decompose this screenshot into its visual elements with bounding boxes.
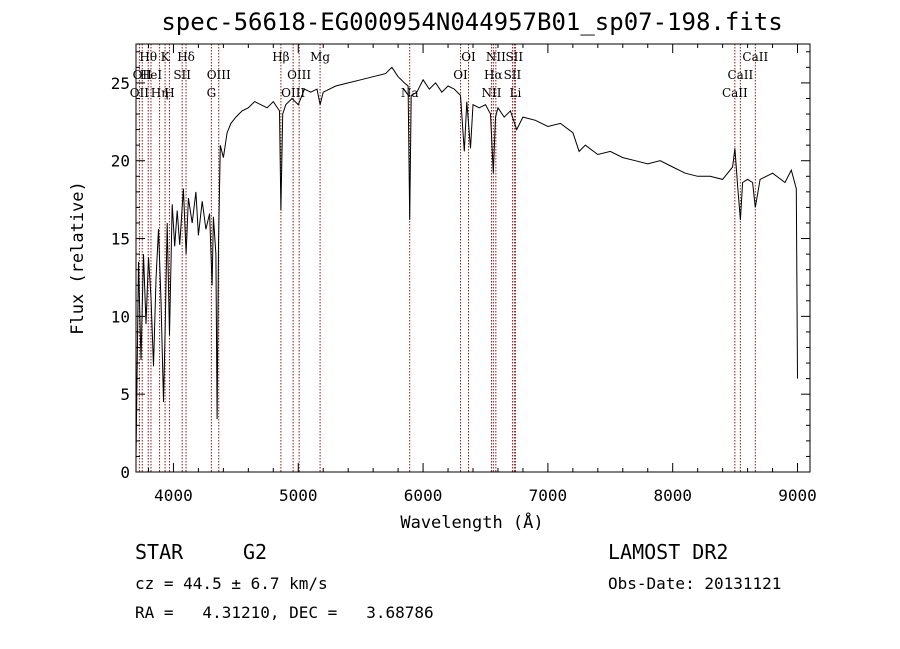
line-label: G	[207, 86, 217, 100]
redshift-text: cz = 44.5 ± 6.7 km/s	[135, 574, 328, 593]
line-label: OIII	[207, 68, 231, 82]
radec-text: RA = 4.31210, DEC = 3.68786	[135, 603, 434, 622]
line-label: OIII	[287, 68, 311, 82]
x-tick-label: 7000	[529, 486, 568, 505]
line-label-group: OII OII Hθ HeI Hη K H SII Hδ G OIII Hβ OIII OIII Mg Na O…	[130, 50, 769, 100]
line-label: Hβ	[272, 50, 289, 64]
line-label: SII	[173, 68, 191, 82]
line-label: NII	[486, 50, 506, 64]
y-axis: 0 5 10 15 20 25	[111, 51, 810, 482]
line-label: Hη	[151, 86, 169, 100]
survey-name: LAMOST DR2	[608, 540, 729, 564]
x-tick-label: 5000	[279, 486, 318, 505]
spectrum-line	[135, 66, 798, 460]
y-tick-label: 5	[120, 385, 130, 404]
line-marker-group	[138, 44, 756, 472]
line-label: Hθ	[139, 50, 157, 64]
line-label: NII	[481, 86, 501, 100]
line-label: OII	[130, 86, 150, 100]
x-tick-label: 8000	[653, 486, 692, 505]
line-label: Na	[401, 86, 419, 100]
line-label: SII	[505, 50, 523, 64]
x-axis: 4000 5000 6000 7000 8000 9000	[147, 44, 817, 505]
y-tick-label: 20	[111, 152, 130, 171]
object-subclass: G2	[243, 540, 268, 564]
y-tick-label: 25	[111, 74, 130, 93]
line-label: Hα	[484, 68, 503, 82]
chart-title: spec-56618-EG000954N044957B01_sp07-198.f…	[161, 8, 782, 36]
line-label: OII	[133, 68, 153, 82]
line-label: OI	[461, 50, 476, 64]
line-label: CaII	[727, 68, 753, 82]
y-axis-label: Flux (relative)	[68, 181, 88, 335]
obs-date-text: Obs-Date: 20131121	[608, 574, 782, 593]
x-tick-label: 9000	[778, 486, 817, 505]
line-label: OIII	[281, 86, 305, 100]
line-label: H	[164, 86, 174, 100]
line-label: K	[161, 50, 171, 64]
line-label: HeI	[140, 68, 163, 82]
x-tick-label: 4000	[154, 486, 193, 505]
line-label: CaII	[742, 50, 768, 64]
object-class: STAR	[135, 540, 184, 564]
y-tick-label: 15	[111, 230, 130, 249]
line-label: Hδ	[177, 50, 195, 64]
line-label: Li	[510, 86, 522, 100]
x-axis-label: Wavelength (Å)	[400, 511, 543, 533]
line-label: OI	[453, 68, 468, 82]
line-label: SII	[504, 68, 522, 82]
x-tick-label: 6000	[404, 486, 443, 505]
y-tick-label: 0	[120, 463, 130, 482]
line-label: CaII	[722, 86, 748, 100]
y-tick-label: 10	[111, 307, 130, 326]
line-label: Mg	[310, 50, 330, 64]
